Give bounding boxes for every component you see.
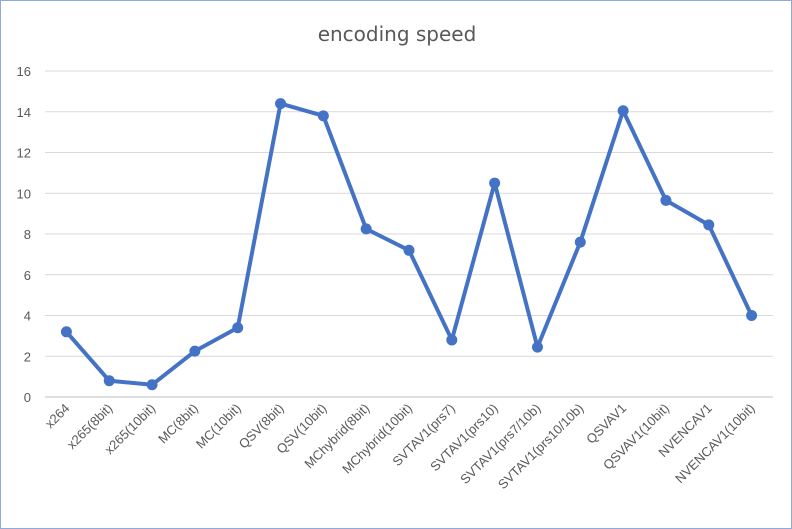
data-point xyxy=(574,236,586,248)
x-tick-label: SVTAV1(prs7/10b) xyxy=(457,401,543,487)
y-tick-label: 10 xyxy=(17,186,31,201)
y-tick-label: 14 xyxy=(17,105,31,120)
y-tick-label: 4 xyxy=(24,309,31,324)
y-tick-label: 8 xyxy=(24,227,31,242)
data-point xyxy=(403,244,415,256)
x-tick-label: SVTAV1(prs10/10b) xyxy=(495,401,587,493)
data-point xyxy=(60,326,72,338)
data-point xyxy=(189,345,201,357)
y-tick-label: 6 xyxy=(24,268,31,283)
y-axis-ticks: 0 2 4 6 8 10 12 14 16 xyxy=(17,64,31,405)
data-point xyxy=(446,334,458,346)
data-point xyxy=(703,219,715,231)
data-point xyxy=(232,322,244,334)
gridlines xyxy=(45,70,773,398)
x-axis-ticks: x264x265(8bit)x265(10bit)MC(8bit)MC(10bi… xyxy=(42,401,758,493)
data-point xyxy=(489,177,501,189)
y-tick-label: 2 xyxy=(24,349,31,364)
data-point xyxy=(660,194,672,206)
data-point xyxy=(103,375,115,387)
series-layer xyxy=(60,98,758,391)
data-point xyxy=(617,105,629,117)
y-tick-label: 16 xyxy=(17,64,31,79)
data-point xyxy=(360,223,372,235)
y-tick-label: 12 xyxy=(17,146,31,161)
y-tick-label: 0 xyxy=(24,390,31,405)
data-point xyxy=(531,341,543,353)
x-tick-label: x264 xyxy=(42,401,73,432)
chart-title: encoding speed xyxy=(318,22,477,46)
x-tick-label: NVENCAV1(10bit) xyxy=(672,401,758,487)
data-point xyxy=(146,379,158,391)
data-point xyxy=(746,310,758,321)
x-tick-label: MC(10bit) xyxy=(193,401,244,452)
series-line xyxy=(64,101,754,387)
data-point xyxy=(317,110,329,122)
data-point xyxy=(275,98,287,110)
